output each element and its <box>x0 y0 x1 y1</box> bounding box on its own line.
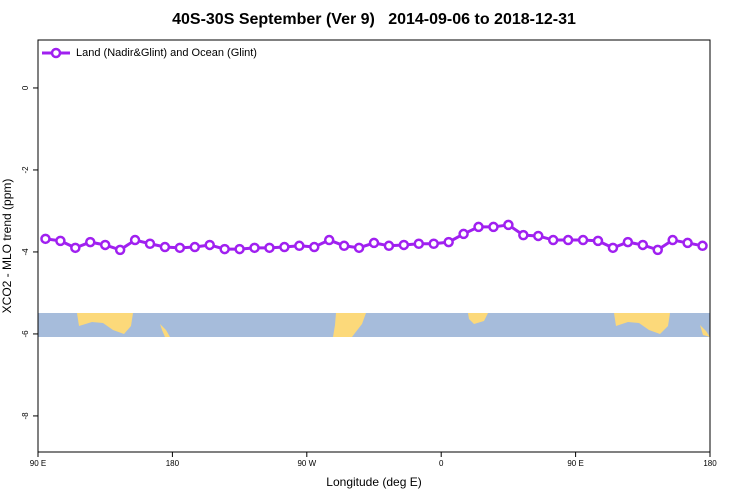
data-point <box>204 239 215 251</box>
data-point <box>682 237 693 249</box>
x-tick-label: 90 E <box>567 459 583 468</box>
data-point <box>294 240 305 252</box>
x-axis-label: Longitude (deg E) <box>326 475 421 489</box>
data-point <box>353 242 365 254</box>
data-point <box>264 242 275 254</box>
map-strip <box>38 313 710 337</box>
data-point <box>174 242 186 254</box>
data-point <box>413 238 425 249</box>
data-point <box>114 244 126 256</box>
data-point <box>637 239 649 251</box>
data-point <box>518 229 529 241</box>
data-point <box>547 234 559 246</box>
data-point <box>443 236 454 248</box>
data-point <box>383 240 395 252</box>
x-tick-label: 0 <box>439 459 444 468</box>
y-tick-label: -4 <box>21 248 30 256</box>
data-point <box>189 241 201 253</box>
data-point <box>473 221 484 233</box>
data-point <box>219 243 230 255</box>
data-point <box>697 240 708 252</box>
data-point <box>55 235 66 247</box>
x-tick-label: 180 <box>166 459 180 468</box>
data-point <box>398 239 410 251</box>
data-point <box>533 230 544 242</box>
y-tick-label: -8 <box>21 412 30 420</box>
data-point <box>652 244 663 256</box>
data-point <box>249 242 260 254</box>
data-point <box>562 234 574 246</box>
data-point <box>309 241 320 253</box>
data-point <box>503 219 514 231</box>
data-point <box>368 237 380 249</box>
chart-title: 40S-30S September (Ver 9) 2014-09-06 to … <box>172 11 576 28</box>
data-point <box>338 240 350 252</box>
data-point <box>279 241 290 253</box>
data-point <box>85 236 96 248</box>
data-point <box>667 234 678 246</box>
x-tick-label: 90 W <box>297 459 316 468</box>
data-point <box>99 239 111 251</box>
data-point <box>234 243 245 255</box>
data-point <box>70 242 81 254</box>
data-point <box>428 238 439 249</box>
x-tick-label: 90 E <box>30 459 46 468</box>
x-tick-label: 180 <box>703 459 717 468</box>
data-point <box>577 234 589 246</box>
data-point <box>592 235 604 247</box>
data-point <box>622 236 634 248</box>
y-axis-label: XCO2 - MLO trend (ppm) <box>0 179 14 314</box>
y-tick-label: 0 <box>21 85 30 90</box>
data-point <box>323 234 335 246</box>
data-point <box>458 228 469 240</box>
legend-marker <box>50 47 62 59</box>
data-point <box>607 242 619 254</box>
data-point <box>488 221 499 233</box>
legend-label: Land (Nadir&Glint) and Ocean (Glint) <box>76 47 257 59</box>
data-point <box>129 234 141 246</box>
plot-frame <box>37 39 711 453</box>
y-tick-label: -2 <box>21 166 30 174</box>
y-tick-label: -6 <box>21 330 30 338</box>
data-point <box>159 241 171 253</box>
data-point <box>40 233 51 245</box>
data-point <box>144 238 156 249</box>
